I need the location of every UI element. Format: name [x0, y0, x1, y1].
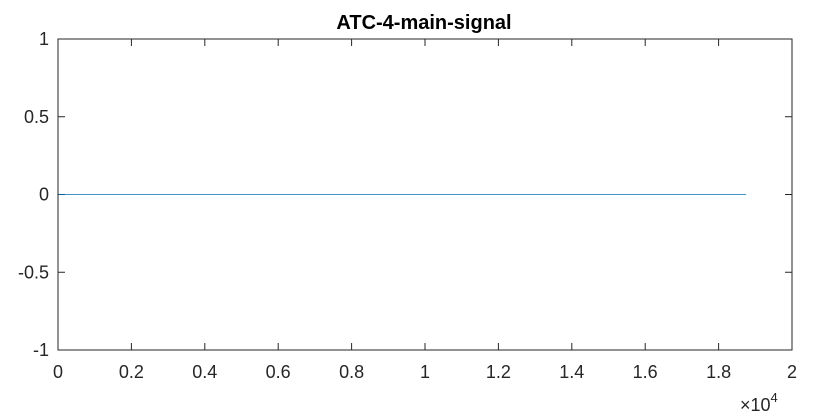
axes-box	[57, 38, 793, 351]
y-tick-label: -0.5	[18, 262, 49, 282]
x-tick-label: 0	[53, 362, 63, 382]
x-tick-label: 1	[420, 362, 430, 382]
chart-title: ATC-4-main-signal	[336, 12, 511, 34]
x-multiplier-base: ×10	[740, 395, 771, 415]
x-tick-label: 0.4	[192, 362, 217, 382]
y-tick-label: -1	[33, 340, 49, 360]
x-tick-label: 1.2	[486, 362, 511, 382]
x-tick-label: 1.6	[633, 362, 658, 382]
x-tick-label: 1.8	[706, 362, 731, 382]
x-tick-label: 0.2	[119, 362, 144, 382]
y-tick-label: 1	[39, 29, 49, 49]
y-tick-label: 0.5	[24, 107, 49, 127]
x-multiplier-exponent: 4	[771, 390, 778, 405]
x-tick-label: 0.6	[266, 362, 291, 382]
ticks-layer: 0 0.2 0.4 0.6 0.8 1 1.2 1.4 1.6 1.8 2 -1 -0.5 0 0.5 1	[18, 29, 797, 382]
x-multiplier: ×104	[740, 390, 778, 415]
x-tick-label: 0.8	[339, 362, 364, 382]
y-tick-label: 0	[39, 185, 49, 205]
x-tick-label: 2	[787, 362, 797, 382]
x-tick-label: 1.4	[559, 362, 584, 382]
